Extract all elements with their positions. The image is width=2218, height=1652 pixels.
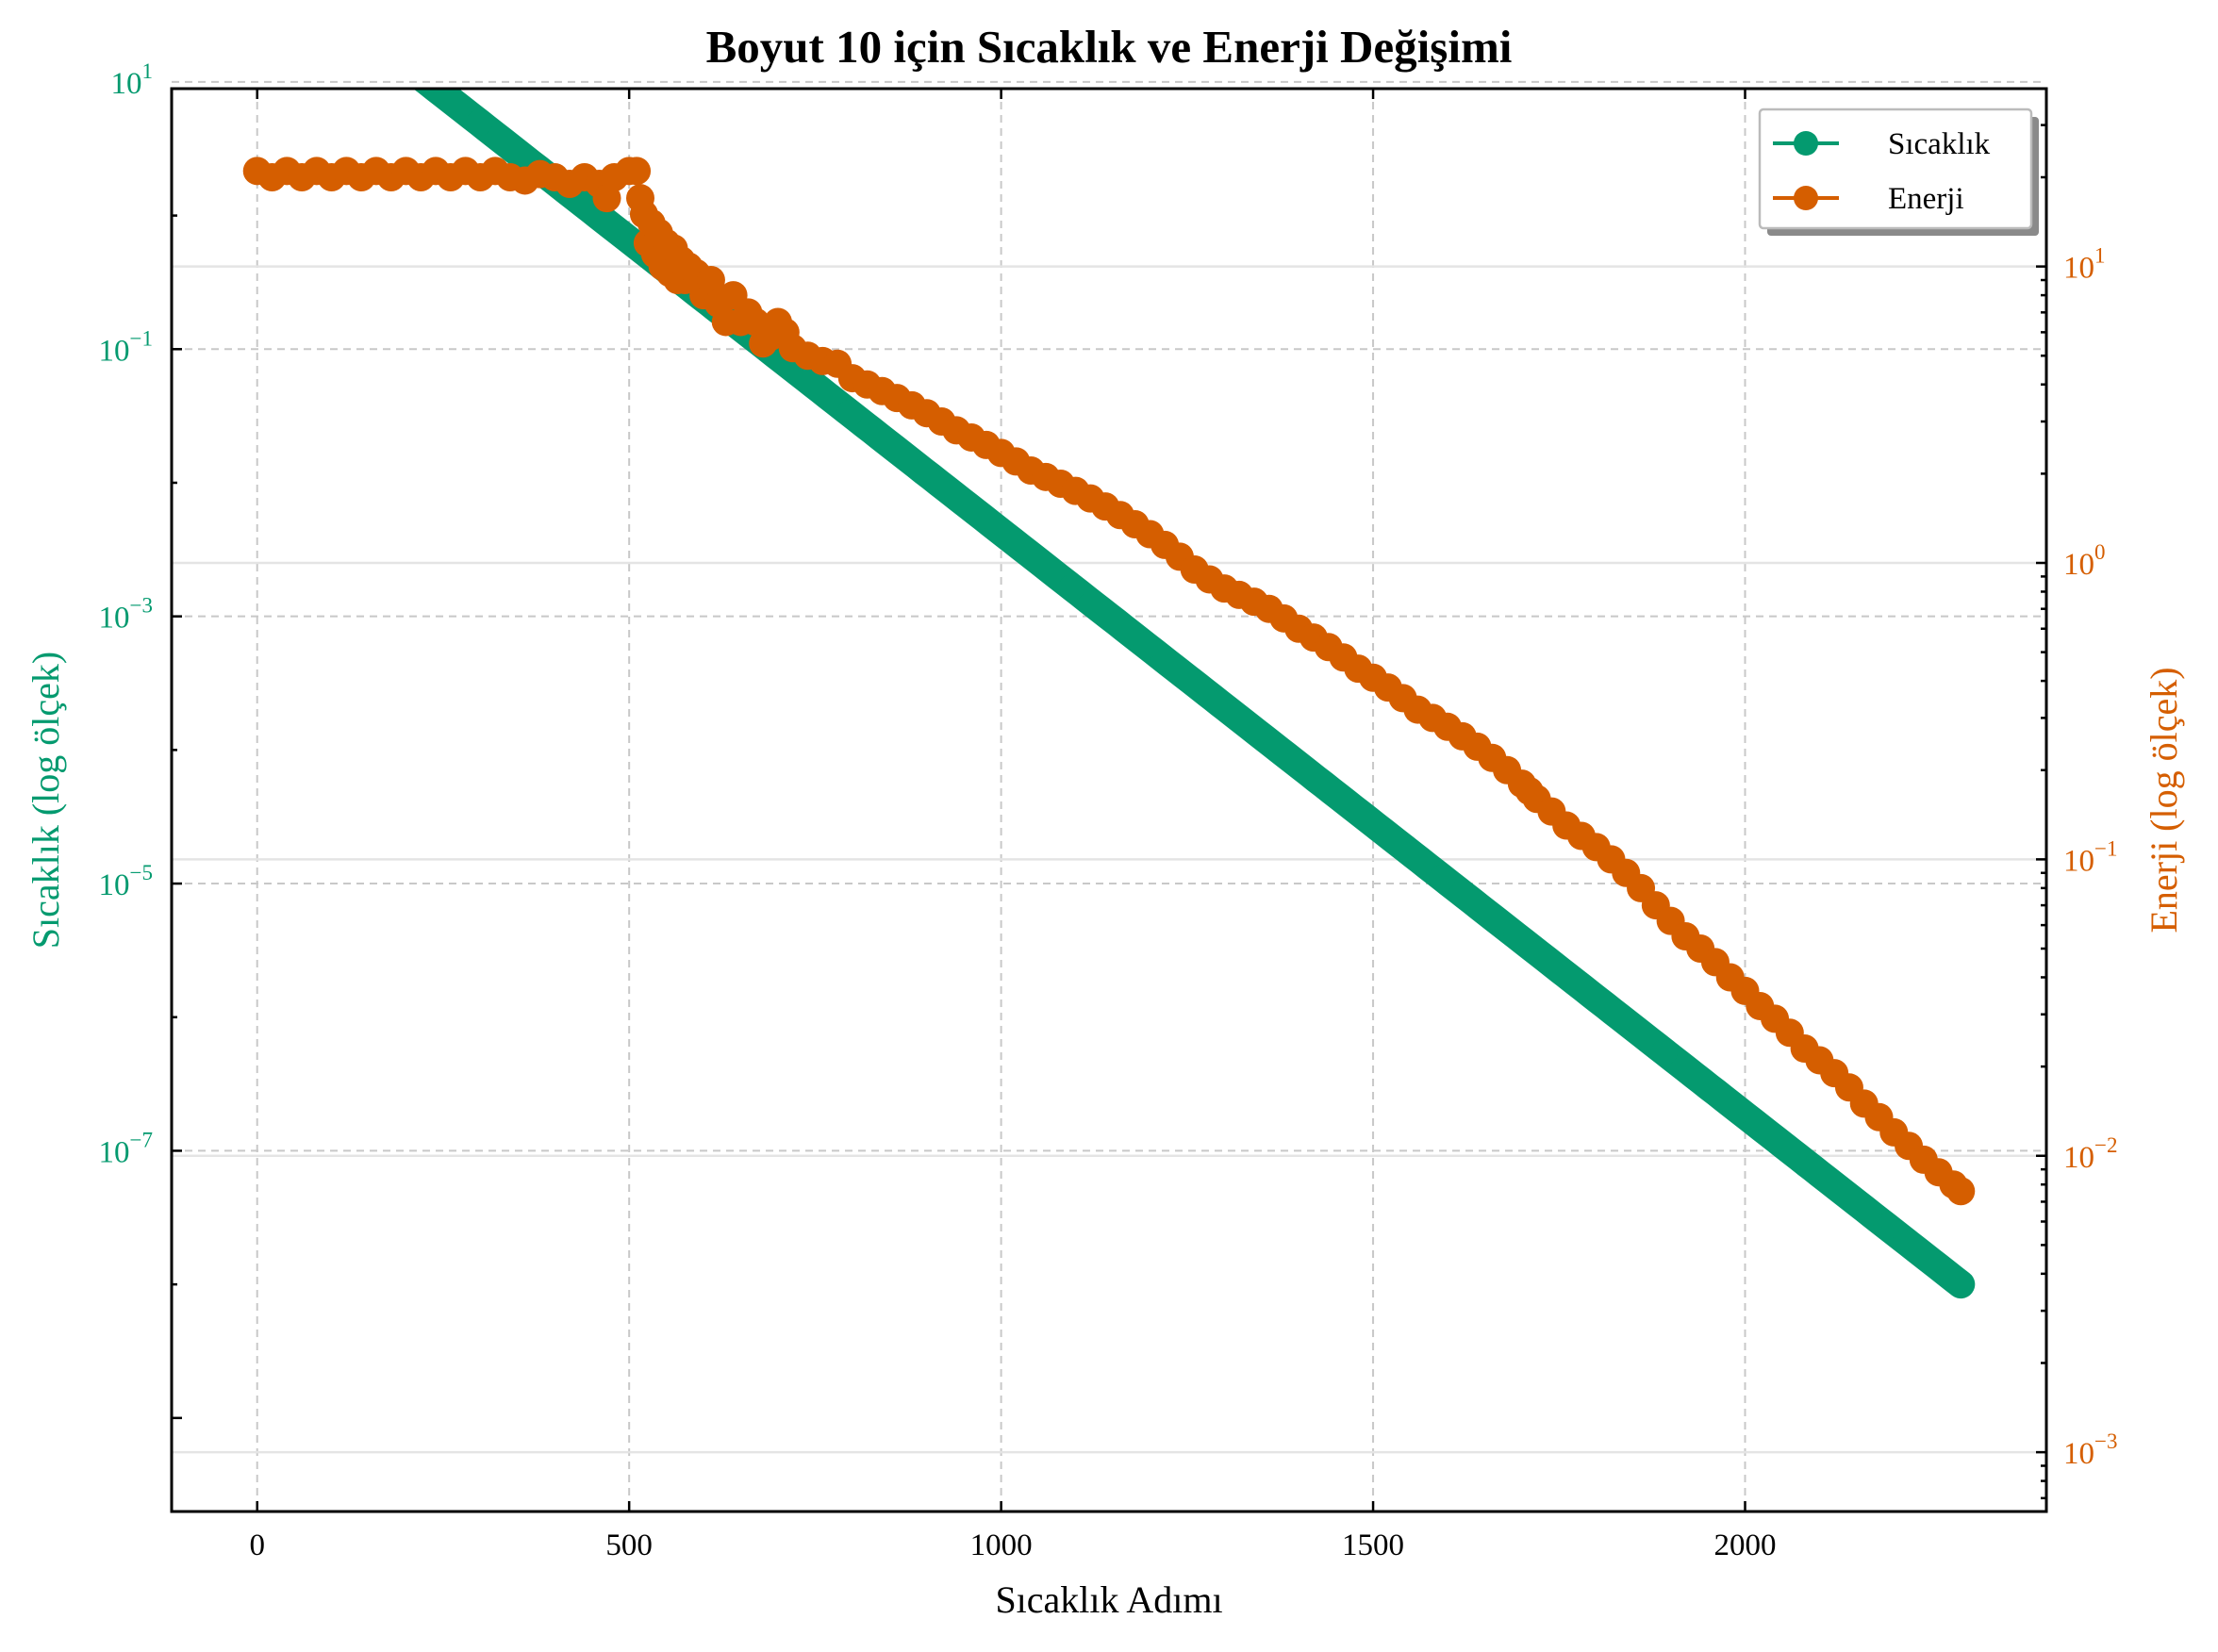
temperature-point: [910, 457, 937, 485]
temperature-point: [1873, 1213, 1900, 1240]
tick-base: 10: [99, 868, 130, 902]
y-right-tick-label: 101: [2063, 244, 2106, 286]
temperature-point: [1429, 864, 1456, 891]
tick-exponent: −2: [2094, 1133, 2117, 1157]
energy-point: [622, 157, 652, 186]
tick-exponent: −1: [2094, 836, 2117, 860]
legend-marker: [1794, 131, 1818, 156]
legend-marker: [1794, 186, 1818, 210]
energy-point: [1946, 1177, 1976, 1206]
temperature-point: [1799, 1154, 1827, 1181]
tick-base: 10: [2063, 548, 2094, 582]
y-right-tick-label: 10−2: [2063, 1133, 2117, 1175]
tick-exponent: −3: [2094, 1429, 2117, 1453]
energy-point: [696, 266, 725, 295]
temperature-line: [413, 89, 1976, 1299]
tick-base: 10: [2063, 252, 2094, 286]
temperature-point: [466, 109, 493, 137]
temperature-point: [1503, 922, 1531, 950]
y-left-tick-label: 10−3: [99, 594, 153, 636]
x-tick-label: 0: [249, 1528, 265, 1562]
legend-label: Sıcaklık: [1888, 127, 1991, 161]
tick-base: 10: [2063, 1437, 2094, 1471]
temperature-point: [836, 400, 864, 427]
legend-label: Enerji: [1888, 182, 1964, 216]
tick-base: 10: [2063, 1141, 2094, 1175]
y-left-tick-label: 10−5: [99, 861, 153, 902]
tick-base: 10: [99, 334, 130, 368]
temperature-point: [1206, 690, 1233, 718]
chart-title: Boyut 10 için Sıcaklık ve Enerji Değişim…: [706, 21, 1513, 73]
x-tick-label: 2000: [1714, 1528, 1777, 1562]
temperature-point: [1281, 748, 1308, 775]
tick-exponent: −1: [130, 326, 153, 350]
x-tick-label: 500: [605, 1528, 653, 1562]
series-energy: [242, 157, 1976, 1206]
temperature-point: [1354, 806, 1382, 834]
temperature-point: [1058, 573, 1085, 601]
tick-exponent: 1: [2094, 244, 2106, 268]
x-tick-label: 1000: [970, 1528, 1033, 1562]
y-right-tick-label: 10−3: [2063, 1429, 2117, 1471]
tick-exponent: 1: [142, 59, 154, 83]
tick-exponent: −5: [130, 861, 153, 884]
y-left-tick-label: 101: [111, 59, 154, 101]
plot-frame: [170, 87, 2048, 1513]
energy-line: [256, 169, 1962, 1193]
temperature-point: [318, 0, 344, 20]
tick-base: 10: [99, 1135, 130, 1169]
temperature-point: [1651, 1038, 1679, 1066]
y-right-axis-label: Enerji (log ölçek): [2143, 667, 2185, 933]
tick-exponent: 0: [2094, 540, 2106, 564]
y-left-axis-label: Sıcaklık (log ölçek): [25, 652, 67, 949]
temperature-point: [1725, 1097, 1752, 1124]
tick-base: 10: [99, 602, 130, 636]
temperature-point: [392, 51, 419, 77]
temperature-point: [1947, 1271, 1975, 1298]
tick-exponent: −3: [130, 594, 153, 618]
legend: Sıcaklık Enerji: [1758, 107, 2039, 236]
tick-base: 10: [111, 67, 142, 101]
y-left-tick-label: 10−1: [99, 326, 153, 368]
x-axis-label: Sıcaklık Adımı: [995, 1578, 1222, 1621]
y-left-tick-label: 10−7: [99, 1128, 153, 1169]
y-right-tick-label: 100: [2063, 540, 2106, 582]
series-temperature: [318, 0, 1976, 1299]
y-right-tick-label: 10−1: [2063, 836, 2117, 878]
x-tick-label: 1500: [1342, 1528, 1404, 1562]
temperature-point: [1577, 981, 1604, 1008]
tick-exponent: −7: [130, 1128, 153, 1151]
temperature-point: [1133, 632, 1160, 659]
tick-base: 10: [2063, 844, 2094, 878]
grid: [172, 80, 2046, 1512]
temperature-point: [985, 516, 1012, 543]
